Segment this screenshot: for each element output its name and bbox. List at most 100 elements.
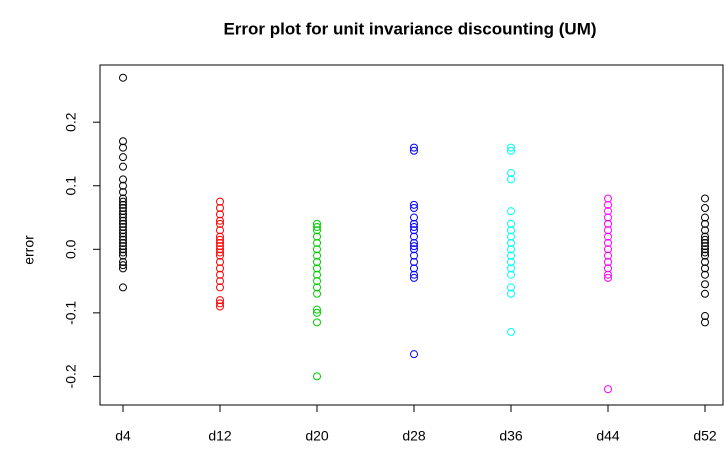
point bbox=[119, 175, 127, 184]
point bbox=[313, 283, 321, 292]
point bbox=[119, 219, 127, 228]
point bbox=[119, 137, 127, 146]
plot-frame bbox=[99, 64, 724, 406]
point bbox=[604, 226, 612, 235]
point bbox=[119, 216, 127, 225]
point bbox=[701, 289, 709, 298]
point bbox=[313, 277, 321, 286]
point bbox=[119, 261, 127, 270]
point bbox=[216, 258, 224, 267]
point bbox=[507, 232, 515, 241]
point bbox=[410, 226, 418, 235]
x-tick-label: d36 bbox=[499, 428, 523, 444]
point bbox=[313, 372, 321, 381]
point bbox=[119, 73, 127, 82]
point bbox=[216, 264, 224, 273]
point bbox=[119, 226, 127, 235]
x-tick-label: d20 bbox=[305, 428, 329, 444]
point bbox=[313, 305, 321, 314]
point bbox=[701, 251, 709, 260]
point bbox=[507, 207, 515, 216]
point bbox=[410, 143, 418, 152]
x-tick-label: d28 bbox=[402, 428, 426, 444]
point bbox=[216, 226, 224, 235]
point bbox=[119, 203, 127, 212]
point bbox=[313, 238, 321, 247]
point bbox=[604, 270, 612, 279]
point bbox=[410, 264, 418, 273]
point bbox=[410, 273, 418, 282]
point bbox=[216, 235, 224, 244]
y-tick-label: 0.1 bbox=[63, 176, 79, 196]
point bbox=[410, 242, 418, 251]
point bbox=[119, 229, 127, 238]
point bbox=[216, 248, 224, 257]
point bbox=[507, 251, 515, 260]
point bbox=[216, 219, 224, 228]
point bbox=[701, 318, 709, 327]
x-tick-label: d4 bbox=[115, 428, 131, 444]
point bbox=[507, 270, 515, 279]
point bbox=[410, 245, 418, 254]
point bbox=[313, 226, 321, 235]
point bbox=[701, 258, 709, 267]
point bbox=[507, 146, 515, 155]
point bbox=[410, 223, 418, 232]
point bbox=[507, 327, 515, 336]
point bbox=[604, 264, 612, 273]
point bbox=[119, 162, 127, 171]
point bbox=[701, 226, 709, 235]
point bbox=[313, 245, 321, 254]
point bbox=[119, 248, 127, 257]
point bbox=[216, 203, 224, 212]
y-axis-label: error bbox=[21, 235, 37, 265]
point bbox=[701, 194, 709, 203]
point bbox=[507, 264, 515, 273]
point bbox=[216, 251, 224, 260]
point bbox=[410, 232, 418, 241]
point bbox=[701, 238, 709, 247]
point bbox=[410, 258, 418, 267]
point bbox=[216, 210, 224, 219]
point bbox=[119, 251, 127, 260]
point bbox=[216, 302, 224, 311]
point bbox=[119, 213, 127, 222]
point bbox=[701, 280, 709, 289]
point bbox=[410, 213, 418, 222]
point bbox=[701, 203, 709, 212]
point bbox=[604, 238, 612, 247]
point bbox=[216, 242, 224, 251]
point bbox=[313, 308, 321, 317]
point bbox=[410, 219, 418, 228]
y-tick-label: 0.2 bbox=[63, 112, 79, 132]
point bbox=[313, 219, 321, 228]
point bbox=[313, 264, 321, 273]
point bbox=[701, 235, 709, 244]
point bbox=[604, 207, 612, 216]
point bbox=[119, 264, 127, 273]
point bbox=[119, 207, 127, 216]
point bbox=[604, 194, 612, 203]
point bbox=[410, 203, 418, 212]
point bbox=[604, 213, 612, 222]
point bbox=[507, 175, 515, 184]
x-tick-label: d44 bbox=[596, 428, 620, 444]
point bbox=[604, 232, 612, 241]
point bbox=[507, 258, 515, 267]
point bbox=[313, 318, 321, 327]
y-tick-label: -0.2 bbox=[63, 364, 79, 388]
point bbox=[507, 219, 515, 228]
point bbox=[701, 242, 709, 251]
point bbox=[216, 245, 224, 254]
point bbox=[313, 223, 321, 232]
point bbox=[119, 238, 127, 247]
point bbox=[216, 277, 224, 286]
point bbox=[119, 232, 127, 241]
point bbox=[410, 200, 418, 209]
point bbox=[410, 350, 418, 359]
point bbox=[604, 273, 612, 282]
point bbox=[216, 299, 224, 308]
point bbox=[216, 296, 224, 305]
point bbox=[701, 264, 709, 273]
y-tick-label: -0.1 bbox=[63, 301, 79, 325]
